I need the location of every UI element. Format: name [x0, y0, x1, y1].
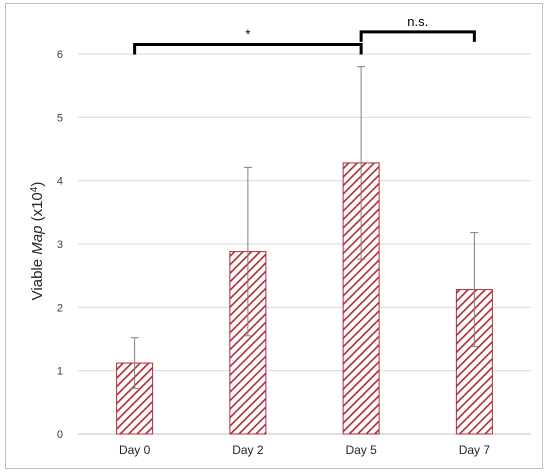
chart-frame: 0 1 2 3 4 5 6 Day 0 Day 2 Day 5 Day 7 * n.s. Viabl… [5, 3, 543, 469]
y-axis-label-sup: 4 [29, 186, 40, 192]
y-axis-label-post: (x10 [29, 192, 46, 225]
bars [116, 162, 493, 435]
y-tick-label: 0 [57, 429, 63, 441]
y-axis-label-close: ) [29, 182, 46, 187]
y-tick-label: 2 [57, 302, 63, 314]
x-tick-labels: Day 0 Day 2 Day 5 Day 7 [119, 443, 490, 457]
significance-bracket [133, 43, 363, 55]
y-axis-label: Viable Map (x104) [29, 182, 47, 301]
y-axis-label-pre: Viable [29, 255, 46, 301]
x-tick-label: Day 0 [119, 443, 151, 457]
significance-bracket [359, 30, 476, 42]
significance-brackets: * n.s. [133, 14, 476, 55]
significance-label: * [245, 27, 250, 42]
y-tick-label: 6 [57, 49, 63, 61]
bar-chart: 0 1 2 3 4 5 6 Day 0 Day 2 Day 5 Day 7 * n.s. Viabl… [29, 14, 531, 457]
y-tick-label: 3 [57, 239, 63, 251]
x-tick-label: Day 7 [459, 443, 491, 457]
x-tick-label: Day 2 [232, 443, 264, 457]
y-axis-label-italic: Map [29, 226, 46, 255]
y-tick-labels: 0 1 2 3 4 5 6 [57, 49, 63, 441]
error-bars [130, 66, 479, 389]
y-tick-label: 1 [57, 366, 63, 378]
gridlines [78, 53, 531, 435]
y-tick-label: 4 [57, 176, 63, 188]
x-tick-label: Day 5 [345, 443, 377, 457]
significance-label: n.s. [407, 14, 428, 29]
y-tick-label: 5 [57, 112, 63, 124]
